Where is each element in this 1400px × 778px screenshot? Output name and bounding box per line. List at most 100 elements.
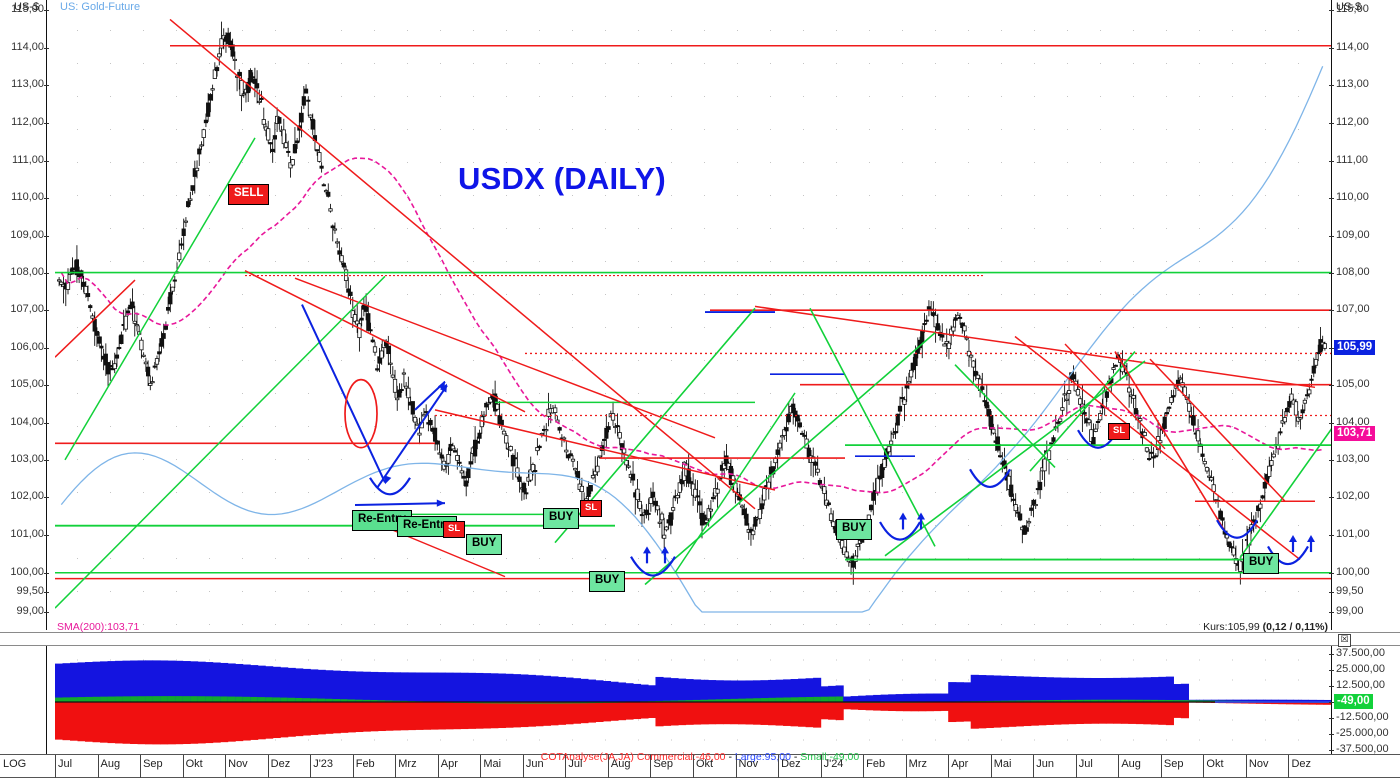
- trade-tag-buy-5[interactable]: BUY: [1243, 553, 1280, 574]
- price-panel[interactable]: [55, 0, 1331, 630]
- price-axis-label-left-10: 105,00: [10, 378, 44, 391]
- price-tick-left-5: [44, 198, 49, 200]
- price-axis-label-right-13: 102,00: [1336, 490, 1370, 503]
- time-axis-label-22: Mai: [993, 758, 1012, 770]
- price-tick-left-3: [44, 122, 49, 124]
- sma-price-badge[interactable]: 103,71: [1334, 425, 1376, 441]
- indicator-tick-1: [1329, 670, 1334, 671]
- time-axis-separator-29: [1288, 755, 1290, 778]
- price-tick-left-9: [44, 347, 49, 349]
- indicator-tick-0: [1329, 654, 1334, 655]
- price-tick-right-7: [1329, 272, 1334, 274]
- price-tick-left-13: [44, 497, 49, 499]
- time-axis-label-3: Okt: [185, 758, 203, 770]
- indicator-value-badge[interactable]: -49,00: [1334, 694, 1373, 709]
- time-axis-separator-7: [352, 755, 354, 778]
- price-axis-label-left-17: 99,00: [16, 605, 44, 617]
- indicator-tick-2: [1329, 686, 1334, 687]
- indicator-tick-3: [1329, 702, 1334, 703]
- time-axis-label-14: Sep: [653, 758, 674, 770]
- time-axis-separator-19: [863, 755, 865, 778]
- cot-indicator-panel[interactable]: [55, 646, 1331, 754]
- time-axis-separator-24: [1075, 755, 1077, 778]
- price-tick-right-1: [1329, 47, 1334, 49]
- trade-tag-buy-3[interactable]: BUY: [589, 571, 626, 592]
- log-scale-button[interactable]: LOG: [3, 758, 27, 770]
- time-axis-separator-15: [693, 755, 694, 778]
- price-tick-left-2: [44, 85, 49, 87]
- time-axis-label-29: Dez: [1291, 758, 1312, 770]
- price-tick-left-12: [44, 459, 49, 461]
- price-tick-left-17: [44, 612, 49, 613]
- price-axis-label-left-3: 112,00: [11, 115, 44, 128]
- time-axis-label-27: Okt: [1206, 758, 1224, 770]
- time-axis-separator-14: [650, 755, 652, 778]
- price-tick-left-1: [44, 47, 49, 49]
- time-axis-separator-10: [480, 755, 482, 778]
- price-axis-label-right-8: 107,00: [1336, 303, 1370, 316]
- price-axis-label-left-1: 114,00: [11, 40, 44, 53]
- indicator-axis-label-5: -25.000,00: [1336, 727, 1389, 739]
- time-axis-separator-8: [395, 755, 397, 778]
- price-axis-label-left-16: 99,50: [16, 585, 44, 598]
- price-tick-left-14: [44, 535, 49, 537]
- time-axis-label-1: Aug: [100, 758, 121, 770]
- time-axis-label-4: Nov: [228, 758, 248, 770]
- close-icon[interactable]: ☒: [1338, 634, 1351, 647]
- last-price-badge[interactable]: 105,99: [1334, 340, 1376, 356]
- price-tick-right-8: [1329, 310, 1334, 312]
- price-tick-right-16: [1329, 592, 1334, 594]
- cot-legend-sep-2: -: [790, 751, 801, 763]
- price-axis-label-right-1: 114,00: [1336, 40, 1369, 53]
- time-axis-separator-4: [225, 755, 227, 778]
- indicator-tick-5: [1329, 734, 1334, 735]
- trade-tag-re-entry-2[interactable]: Re-Entry: [397, 516, 457, 537]
- time-axis-separator-top: [0, 754, 1400, 755]
- price-tick-right-13: [1329, 497, 1334, 499]
- indicator-axis-label-2: 12.500,00: [1336, 679, 1385, 691]
- time-axis-label-26: Sep: [1163, 758, 1184, 770]
- time-axis-label-24: Jul: [1078, 758, 1093, 770]
- price-tick-left-11: [44, 423, 49, 425]
- time-axis-label-8: Mrz: [398, 758, 417, 770]
- price-axis-label-right-17: 99,00: [1336, 605, 1364, 617]
- trade-tag-sell[interactable]: SELL: [228, 184, 270, 205]
- price-tick-left-16: [44, 592, 49, 594]
- time-axis-label-12: Jul: [568, 758, 583, 770]
- cot-histogram: [55, 660, 1331, 745]
- price-axis-label-left-8: 107,00: [10, 303, 44, 316]
- time-axis-label-0: Jul: [58, 758, 73, 770]
- time-axis-separator-12: [565, 755, 567, 778]
- price-axis-label-left-5: 110,00: [11, 191, 44, 204]
- indicator-axis-left-line: [46, 646, 47, 754]
- price-tick-left-6: [44, 235, 49, 237]
- time-axis-label-5: Dez: [270, 758, 291, 770]
- price-tick-right-12: [1329, 459, 1334, 461]
- trade-tag-sl-2[interactable]: SL: [580, 500, 603, 517]
- price-tick-right-17: [1329, 612, 1334, 613]
- price-tick-right-5: [1329, 198, 1334, 200]
- time-axis-separator-5: [267, 755, 269, 778]
- time-axis-label-17: Dez: [781, 758, 801, 770]
- price-axis-label-left-0: 115,00: [11, 3, 44, 15]
- trade-tag-buy-1[interactable]: BUY: [466, 534, 503, 555]
- price-axis-label-right-0: 115,00: [1336, 3, 1369, 15]
- time-axis-separator-23: [1033, 755, 1035, 778]
- trade-tag-sl-3[interactable]: SL: [1108, 423, 1131, 440]
- indicator-axis-label-6: -37.500,00: [1336, 743, 1389, 755]
- trade-tag-buy-4[interactable]: BUY: [836, 519, 873, 540]
- time-axis-label-25: Aug: [1121, 758, 1141, 770]
- trade-tag-buy-2[interactable]: BUY: [543, 508, 580, 529]
- time-axis-separator-3: [182, 755, 184, 778]
- price-tick-right-10: [1329, 385, 1334, 387]
- price-axis-label-right-2: 113,00: [1336, 78, 1369, 91]
- price-axis-unit-right: US-$: [1336, 1, 1362, 13]
- price-axis-unit-left: US-$: [14, 1, 40, 13]
- time-axis-label-6: J'23: [313, 758, 334, 770]
- indicator-axis-label-4: -12.500,00: [1336, 711, 1389, 723]
- time-axis-separator-27: [1203, 755, 1205, 778]
- panel-separator-top: [0, 632, 1400, 633]
- trade-tag-sl-1[interactable]: SL: [443, 521, 466, 538]
- time-axis-label-21: Apr: [951, 758, 969, 770]
